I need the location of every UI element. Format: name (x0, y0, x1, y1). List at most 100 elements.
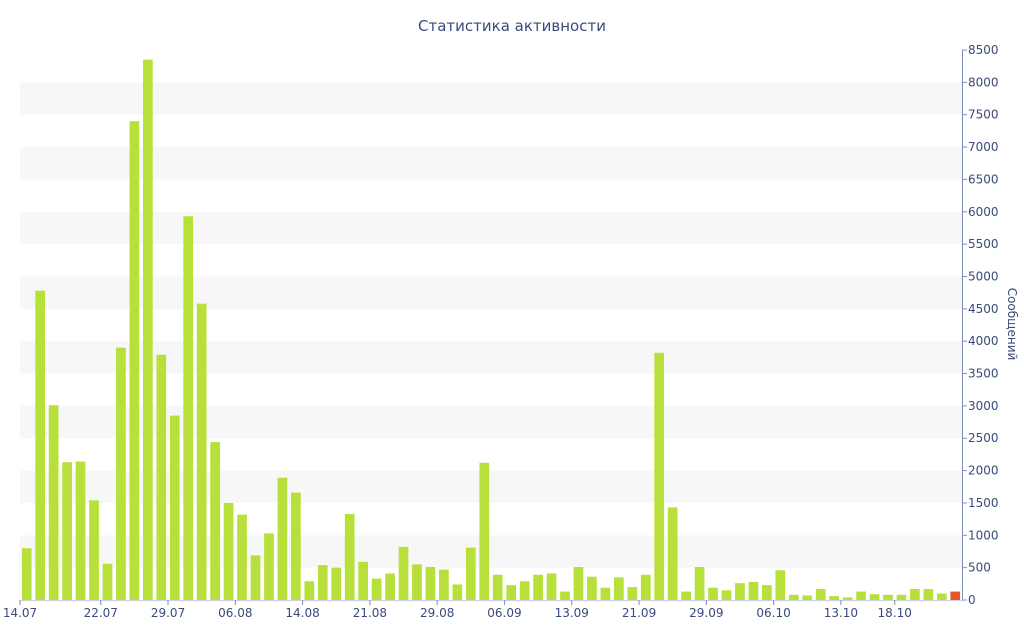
y-ticks: 0 500 1000 1500 2000 2500 3000 3500 4000 4500 5000… (962, 43, 999, 607)
bar[interactable] (62, 462, 72, 600)
bar[interactable] (506, 585, 517, 600)
bar[interactable] (439, 569, 449, 600)
bar[interactable] (856, 591, 866, 600)
bar[interactable] (735, 583, 745, 600)
bar[interactable] (102, 563, 113, 600)
bar[interactable] (492, 574, 503, 600)
bar[interactable] (640, 574, 651, 600)
bar[interactable] (264, 533, 274, 600)
bar[interactable] (237, 514, 247, 600)
grid-band (20, 341, 962, 374)
bar[interactable] (129, 121, 140, 601)
bar[interactable] (587, 576, 597, 600)
bar[interactable] (196, 303, 207, 600)
bar[interactable] (183, 216, 194, 601)
y-tick-label: 7500 (968, 108, 999, 122)
axes (20, 50, 963, 601)
bar[interactable] (627, 587, 638, 600)
y-tick-label: 2500 (968, 431, 999, 445)
bar[interactable] (398, 546, 409, 600)
y-tick-label: 8500 (968, 43, 999, 57)
bar[interactable] (694, 567, 705, 600)
y-tick-label: 2000 (968, 464, 999, 478)
bar[interactable] (210, 442, 220, 600)
bar[interactable] (48, 405, 59, 600)
y-tick-label: 7000 (968, 140, 999, 154)
bar[interactable] (317, 565, 328, 600)
bar[interactable] (21, 548, 32, 600)
bar[interactable] (156, 354, 167, 600)
bar[interactable] (331, 567, 342, 600)
x-tick-label: 21.08 (353, 606, 387, 620)
x-tick-label: 18.10 (878, 606, 912, 620)
bar[interactable] (223, 502, 234, 600)
bar[interactable] (829, 596, 839, 600)
bar[interactable] (465, 547, 476, 600)
bar[interactable] (425, 567, 436, 600)
bar[interactable] (412, 564, 422, 600)
bar[interactable] (277, 477, 288, 600)
bar[interactable] (923, 589, 934, 600)
bar[interactable] (546, 573, 557, 600)
bar[interactable] (748, 581, 759, 600)
y-tick-label: 6000 (968, 205, 999, 219)
bar[interactable] (385, 573, 395, 600)
x-tick-label: 29.07 (151, 606, 185, 620)
bar[interactable] (116, 347, 126, 600)
bar[interactable] (169, 415, 180, 600)
bar[interactable] (143, 59, 153, 600)
bar[interactable] (291, 492, 301, 600)
grid-band (20, 82, 962, 115)
bar[interactable] (721, 590, 732, 600)
bar[interactable] (519, 581, 530, 600)
bar[interactable] (788, 594, 799, 600)
grid-bands (20, 82, 962, 568)
bar[interactable] (614, 577, 624, 600)
bar[interactable] (89, 500, 99, 600)
bar[interactable] (775, 570, 786, 600)
bar[interactable] (842, 597, 853, 600)
bar[interactable] (344, 513, 355, 600)
bar[interactable] (600, 587, 611, 600)
bar[interactable] (35, 290, 46, 600)
bar[interactable] (304, 581, 315, 600)
bar[interactable] (452, 584, 463, 600)
bar[interactable] (479, 462, 490, 600)
bar[interactable] (573, 567, 584, 600)
y-tick-label: 3500 (968, 367, 999, 381)
x-tick-label: 14.07 (3, 606, 37, 620)
x-tick-label: 13.09 (555, 606, 589, 620)
y-tick-label: 4500 (968, 302, 999, 316)
y-tick-label: 3000 (968, 399, 999, 413)
x-tick-label: 06.10 (756, 606, 790, 620)
bar[interactable] (250, 555, 261, 600)
y-tick-label: 1500 (968, 496, 999, 510)
x-tick-label: 22.07 (84, 606, 118, 620)
x-tick-label: 29.08 (420, 606, 454, 620)
bar[interactable] (533, 574, 543, 600)
bar[interactable] (869, 594, 880, 600)
x-tick-label: 06.09 (487, 606, 521, 620)
y-tick-label: 0 (968, 593, 976, 607)
bar[interactable] (654, 352, 665, 600)
bar[interactable] (896, 594, 907, 600)
bar[interactable] (936, 593, 947, 600)
bar[interactable] (358, 561, 368, 600)
bar[interactable] (883, 594, 893, 600)
bar[interactable] (75, 461, 86, 600)
grid-band (20, 211, 962, 245)
y-tick-label: 1000 (968, 528, 999, 542)
y-tick-label: 5000 (968, 269, 999, 283)
x-tick-label: 29.09 (689, 606, 723, 620)
bar[interactable] (560, 591, 570, 600)
bar[interactable] (950, 591, 961, 600)
bar[interactable] (762, 585, 772, 600)
bar[interactable] (815, 589, 826, 600)
bar[interactable] (708, 587, 718, 600)
bar[interactable] (371, 578, 382, 600)
bar[interactable] (681, 591, 691, 600)
bar[interactable] (667, 507, 678, 600)
bar[interactable] (910, 589, 920, 600)
bar[interactable] (802, 595, 813, 600)
